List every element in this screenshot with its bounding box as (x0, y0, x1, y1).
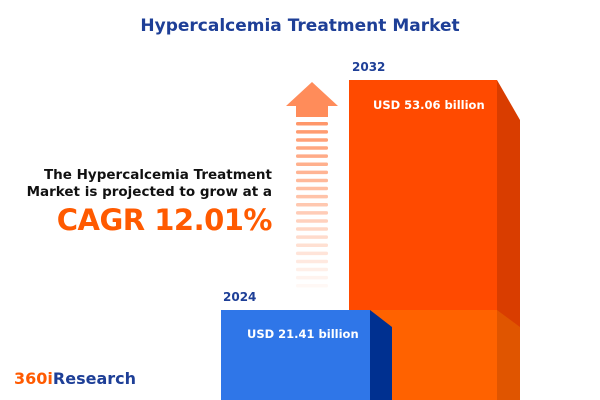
year-label-2032: 2032 (352, 60, 386, 74)
arrow-stripe (296, 235, 328, 239)
cagr-value: CAGR 12.01% (56, 203, 273, 237)
logo-part-2: Research (52, 369, 136, 388)
description-line-2: Market is projected to grow at a (26, 184, 272, 200)
arrow-stripe (296, 219, 328, 223)
arrow-stripe (296, 146, 328, 150)
arrow-stripe (296, 170, 328, 175)
arrow-stripe (296, 154, 328, 158)
arrow-stripe (296, 203, 328, 207)
arrow-stripe (296, 178, 328, 183)
chart-title: Hypercalcemia Treatment Market (140, 16, 460, 36)
arrow-stripe (296, 227, 328, 231)
arrow-stripe (296, 162, 328, 166)
arrow-stripe (296, 259, 328, 264)
arrow-stripe (296, 130, 328, 134)
arrow-stripe (296, 211, 328, 215)
arrow-stripe (296, 138, 328, 142)
arrow-stripe (296, 275, 328, 280)
up-arrow-icon (286, 82, 338, 288)
bar-2032-lower-side (497, 310, 520, 400)
logo: 360iResearch (14, 369, 136, 388)
arrow-stripe (296, 251, 328, 256)
growth-description: The Hypercalcemia Treatment Market is pr… (27, 167, 272, 201)
arrow-stripe (296, 186, 328, 191)
value-label-2032: USD 53.06 billion (373, 98, 485, 112)
arrow-stripe (296, 243, 328, 247)
arrow-stripe (296, 284, 328, 288)
arrow-stripe (296, 122, 328, 126)
arrow-head (286, 82, 338, 117)
bar-2024-side (370, 310, 392, 400)
value-label-2024: USD 21.41 billion (247, 327, 359, 341)
logo-part-1: 360i (14, 369, 53, 388)
description-line-1: The Hypercalcemia Treatment (43, 167, 272, 183)
arrow-stripe (296, 267, 328, 272)
year-label-2024: 2024 (223, 290, 257, 304)
bar-2024 (221, 310, 370, 400)
arrow-stripe (296, 194, 328, 199)
